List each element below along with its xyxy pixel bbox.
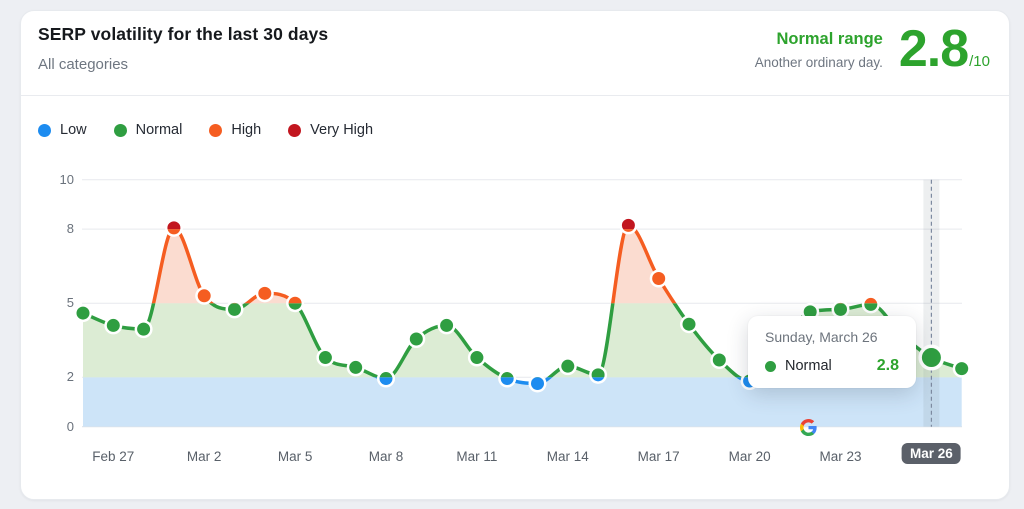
legend-item-low[interactable]: Low bbox=[38, 122, 87, 138]
y-axis-label: 2 bbox=[66, 369, 74, 385]
volatility-score: 2.8 bbox=[898, 20, 969, 78]
data-point bbox=[803, 305, 817, 319]
data-point bbox=[288, 296, 302, 304]
data-point bbox=[864, 303, 878, 311]
legend-item-very-high[interactable]: Very High bbox=[288, 122, 373, 138]
data-point bbox=[623, 229, 634, 232]
data-point bbox=[470, 351, 484, 365]
chart-legend: Low Normal High Very High bbox=[38, 122, 373, 138]
y-axis-label: 10 bbox=[59, 171, 74, 187]
status-caption: Another ordinary day. bbox=[754, 55, 883, 70]
x-axis-label: Feb 27 bbox=[92, 449, 135, 464]
data-point bbox=[834, 303, 847, 316]
data-point bbox=[621, 218, 635, 230]
data-point bbox=[838, 302, 843, 304]
data-point bbox=[955, 362, 969, 376]
tooltip-level: Normal bbox=[785, 358, 832, 374]
x-axis-label: Mar 23 bbox=[819, 449, 862, 464]
tooltip-value: 2.8 bbox=[876, 357, 899, 374]
data-point bbox=[652, 272, 666, 285]
data-point bbox=[228, 303, 241, 316]
data-point bbox=[500, 372, 514, 378]
data-point bbox=[318, 351, 332, 365]
data-point bbox=[76, 306, 90, 320]
current-day-badge: Mar 26 bbox=[902, 443, 961, 464]
chart-points-high bbox=[167, 229, 878, 304]
tooltip-date: Sunday, March 26 bbox=[765, 329, 878, 345]
score-block: Normal range Another ordinary day. 2.8 /… bbox=[754, 20, 990, 78]
google-icon bbox=[800, 419, 817, 436]
data-point bbox=[864, 297, 878, 304]
x-axis-label: Mar 20 bbox=[728, 449, 771, 464]
x-axis-label: Mar 14 bbox=[546, 449, 589, 464]
chart-points-very_high bbox=[167, 218, 635, 230]
data-point bbox=[591, 368, 605, 378]
tooltip-level-dot-icon bbox=[765, 360, 776, 372]
data-point bbox=[409, 332, 423, 346]
data-point bbox=[232, 302, 237, 304]
data-point bbox=[682, 317, 696, 331]
data-point bbox=[167, 229, 181, 235]
normal-dot-icon bbox=[113, 123, 127, 137]
y-axis-label: 0 bbox=[66, 418, 74, 434]
legend-item-normal[interactable]: Normal bbox=[113, 122, 182, 138]
data-point bbox=[137, 322, 151, 336]
category-filter-label: All categories bbox=[38, 56, 129, 73]
y-axis-label: 8 bbox=[66, 221, 74, 237]
data-point bbox=[258, 286, 272, 300]
data-point bbox=[531, 377, 544, 390]
volatility-score-suffix: /10 bbox=[969, 53, 990, 70]
data-point bbox=[440, 318, 454, 332]
header-divider bbox=[21, 95, 1009, 96]
data-point bbox=[500, 377, 514, 386]
page-title: SERP volatility for the last 30 days bbox=[38, 24, 329, 44]
data-point bbox=[288, 303, 302, 310]
y-axis-label: 5 bbox=[66, 295, 74, 311]
data-point bbox=[712, 353, 726, 367]
x-axis-label: Mar 5 bbox=[277, 449, 313, 464]
data-point bbox=[379, 372, 393, 378]
low-dot-icon bbox=[38, 123, 51, 137]
status-label: Normal range bbox=[776, 30, 883, 48]
data-point bbox=[106, 318, 120, 332]
very-high-dot-icon bbox=[288, 123, 302, 137]
data-point bbox=[349, 360, 363, 374]
data-point bbox=[167, 221, 181, 230]
data-point bbox=[561, 359, 575, 373]
high-dot-icon bbox=[209, 123, 223, 137]
x-axis-label: Mar 11 bbox=[456, 449, 498, 464]
data-point bbox=[197, 289, 211, 303]
chart-tooltip: Sunday, March 26 Normal 2.8 bbox=[748, 316, 916, 388]
x-axis-label: Mar 2 bbox=[186, 449, 222, 464]
data-point bbox=[592, 377, 605, 382]
legend-item-high[interactable]: High bbox=[209, 122, 261, 138]
data-point bbox=[535, 376, 540, 378]
data-point bbox=[379, 377, 393, 386]
x-axis-label: Mar 8 bbox=[368, 449, 404, 464]
x-axis-label: Mar 17 bbox=[637, 449, 680, 464]
highlighted-point bbox=[921, 348, 941, 368]
